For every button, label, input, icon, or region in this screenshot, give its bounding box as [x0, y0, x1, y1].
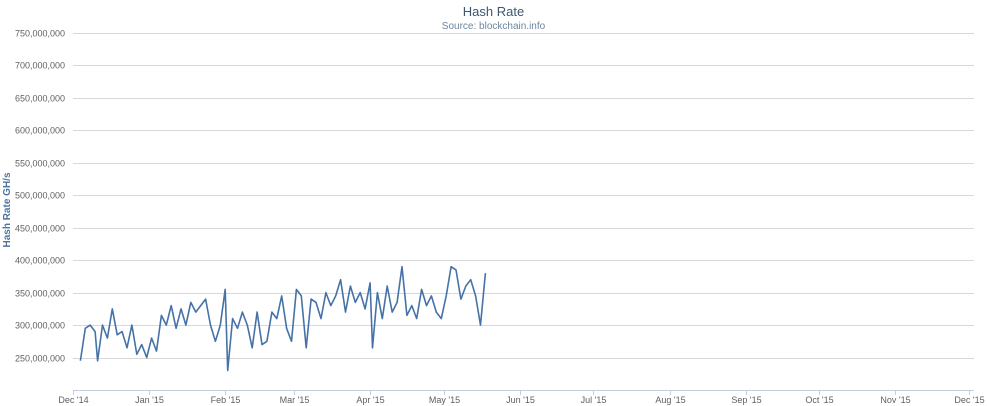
- series-line: [79, 265, 487, 372]
- x-tick-label: Dec '15: [954, 395, 984, 405]
- y-tick-label: 250,000,000: [15, 354, 65, 364]
- chart-subtitle: Source: blockchain.info: [442, 21, 546, 32]
- y-tick-label: 650,000,000: [15, 94, 65, 104]
- chart-title: Hash Rate: [463, 4, 524, 19]
- y-tick-label: 550,000,000: [15, 159, 65, 169]
- x-tick-label: Feb '15: [211, 395, 241, 405]
- x-tick-label: Oct '15: [805, 395, 833, 405]
- x-tick-label: Jan '15: [135, 395, 164, 405]
- series-layer: [79, 265, 487, 372]
- y-tick-label: 300,000,000: [15, 321, 65, 331]
- x-tick-label: May '15: [429, 395, 460, 405]
- y-tick-label: 400,000,000: [15, 256, 65, 266]
- x-tick-label: Jun '15: [506, 395, 535, 405]
- y-tick-label: 500,000,000: [15, 191, 65, 201]
- x-tick-label: Jul '15: [581, 395, 607, 405]
- y-tick-label: 750,000,000: [15, 29, 65, 39]
- gridlines: [73, 33, 974, 359]
- y-tick-label: 700,000,000: [15, 61, 65, 71]
- y-axis-ticks: 250,000,000 300,000,000 350,000,000 400,000…: [15, 29, 65, 364]
- y-tick-label: 450,000,000: [15, 224, 65, 234]
- x-tick-label: Mar '15: [280, 395, 310, 405]
- y-axis-label: Hash Rate GH/s: [2, 172, 13, 247]
- y-tick-label: 600,000,000: [15, 126, 65, 136]
- y-tick-label: 350,000,000: [15, 289, 65, 299]
- x-tick-label: Aug '15: [655, 395, 685, 405]
- x-tick-label: Sep '15: [731, 395, 761, 405]
- x-tick-label: Apr '15: [356, 395, 384, 405]
- x-axis-ticks: Dec '14 Jan '15 Feb '15 Mar '15 Apr '15 May '…: [58, 390, 985, 405]
- x-tick-label: Dec '14: [58, 395, 88, 405]
- x-tick-label: Nov '15: [880, 395, 910, 405]
